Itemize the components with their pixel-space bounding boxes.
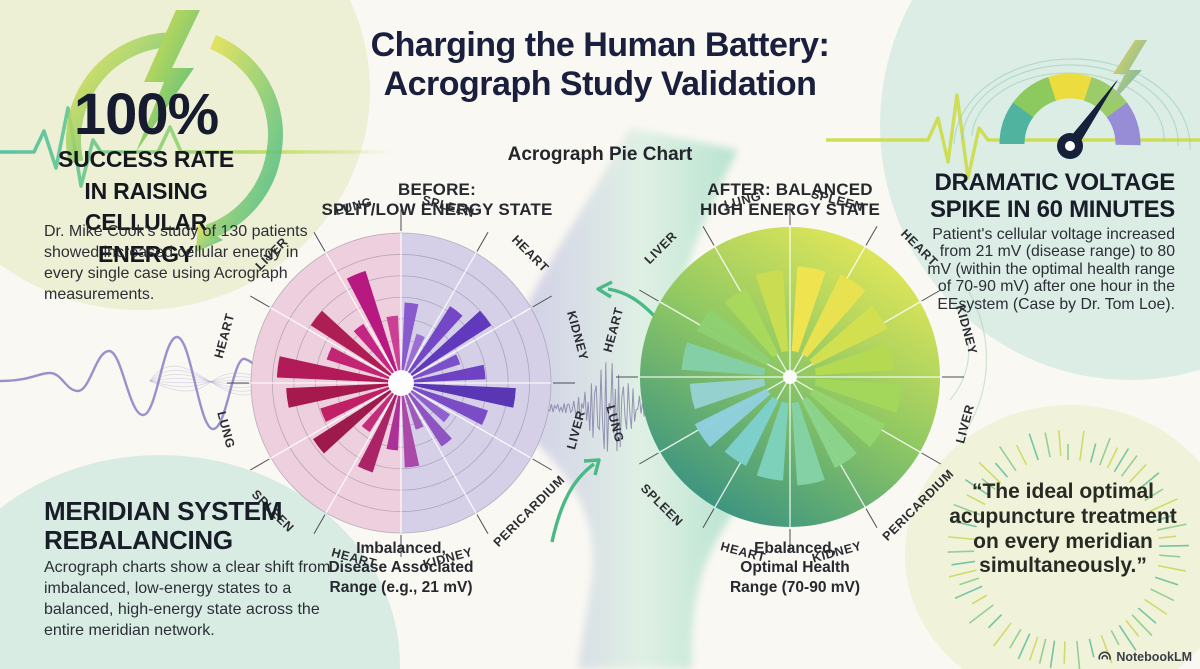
success-rate-stat: 100% SUCCESS RATE IN RAISING CELLULAR EN…: [36, 86, 256, 271]
meridian-rebalancing-body: Acrograph charts show a clear shift from…: [44, 559, 331, 640]
after-polar-chart: SPLEENHEARTKIDNEYLIVERPERICARDIUMKIDNEYH…: [601, 187, 980, 566]
page-title: Charging the Human Battery: Acrograph St…: [300, 26, 900, 104]
svg-text:LUNG: LUNG: [334, 195, 374, 218]
svg-text:LUNG: LUNG: [603, 404, 626, 444]
success-rate-heading: SUCCESS RATE IN RAISING CELLULAR ENERGY: [57, 146, 235, 268]
svg-text:SPLEEN: SPLEEN: [810, 187, 865, 214]
lightning-recycle-icon: [66, 10, 283, 252]
voltage-spike-heading: DRAMATIC VOLTAGE SPIKE IN 60 MINUTES: [929, 169, 1175, 223]
svg-text:SPLEEN: SPLEEN: [421, 193, 476, 220]
svg-text:HEART: HEART: [212, 312, 237, 360]
svg-text:LIVER: LIVER: [953, 403, 977, 445]
quote-text: “The ideal optimal acupuncture treatment…: [949, 480, 1177, 578]
svg-text:LIVER: LIVER: [642, 229, 680, 267]
before-chart-title: BEFORE: SPLIT/LOW ENERGY STATE: [321, 180, 553, 220]
voltage-spike-body: Patient's cellular voltage increased fro…: [927, 226, 1175, 313]
svg-text:LUNG: LUNG: [214, 410, 237, 450]
page-title-line1: Charging the Human Battery:: [370, 26, 830, 64]
svg-text:LUNG: LUNG: [723, 189, 763, 212]
success-rate-value: 100%: [73, 82, 219, 147]
voltage-gauge-icon: [953, 40, 1191, 159]
before-chart-caption: Imbalanced, Disease Associated Range (e.…: [328, 540, 474, 596]
footer-brand: NotebookLM: [1097, 649, 1192, 664]
svg-text:HEART: HEART: [509, 233, 551, 275]
svg-text:HEART: HEART: [601, 306, 626, 354]
svg-text:LIVER: LIVER: [253, 235, 291, 273]
success-rate-body: Dr. Mike Cook's study of 130 patients sh…: [44, 223, 308, 304]
page-title-line2: Acrograph Study Validation: [383, 64, 817, 103]
meridian-rebalancing-heading: MERIDIAN SYSTEM REBALANCING: [44, 496, 283, 556]
before-polar-chart: SPLEENHEARTKIDNEYLIVERPERICARDIUMKIDNEYH…: [212, 193, 591, 572]
notebooklm-logo: [1098, 651, 1112, 660]
svg-text:SPLEEN: SPLEEN: [638, 481, 686, 529]
chart-subtitle: Acrograph Pie Chart: [507, 144, 693, 165]
starburst-icon: [947, 430, 1189, 669]
after-chart-caption: Ebalanced, Optimal Health Range (70-90 m…: [729, 540, 861, 596]
